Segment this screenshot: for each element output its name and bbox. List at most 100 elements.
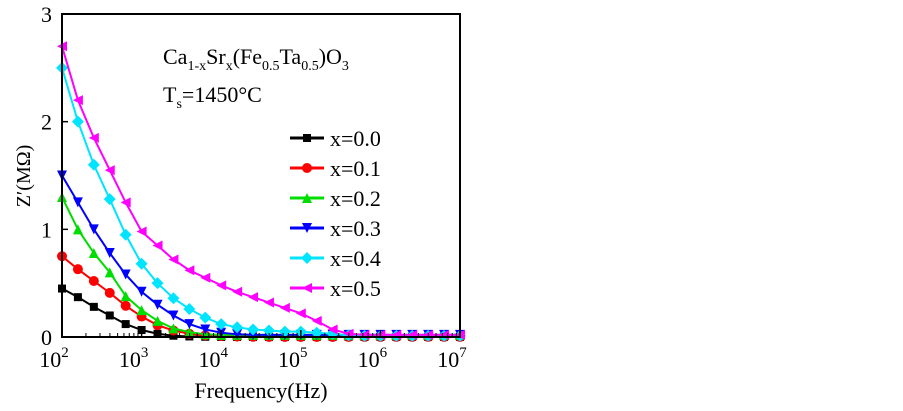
legend-item: x=0.2 [290,186,381,211]
data-point [184,265,195,276]
data-point [199,311,212,324]
data-point [120,300,131,311]
y-tick-label: 1 [41,217,52,242]
data-point [216,280,227,291]
data-point [72,197,83,208]
legend-marker [302,163,312,173]
x-tick-label: 102 [39,345,69,372]
data-point [278,325,291,338]
legend-label: x=0.1 [330,156,381,181]
x-tick-label: 103 [119,345,149,372]
data-point [215,318,228,331]
legend-item: x=0.0 [290,126,381,151]
data-point [151,277,164,290]
series-line [61,196,460,336]
series-x=0.3 [57,170,465,340]
plot-frame [61,13,461,338]
series-line [61,174,460,336]
y-tick-label: 3 [41,2,52,27]
legend-item: x=0.3 [290,216,381,241]
data-point [232,329,243,340]
data-point [104,267,115,278]
data-point [120,269,131,280]
data-point [88,276,99,287]
data-point [152,240,163,251]
data-point [263,297,274,308]
formula-annotation: Ca1-xSrx(Fe0.5Ta0.5)O3 [163,44,349,74]
legend-marker [303,134,311,142]
legend-marker [302,223,312,233]
data-point [295,308,306,319]
data-point [103,193,116,206]
data-point [120,197,131,208]
data-point [152,315,163,326]
y-axis-label: Z′(MΩ) [13,145,35,208]
data-point [169,331,178,340]
data-point [168,310,179,321]
data-point [168,254,179,265]
data-point [72,224,83,235]
data-point [136,305,147,316]
data-point [231,321,244,334]
data-point [232,286,243,297]
data-point [262,324,275,337]
data-point [200,272,211,283]
y-tick-label: 0 [41,325,52,350]
x-tick-label: 104 [198,345,228,372]
data-point [167,292,180,305]
series-line [61,67,460,337]
data-point [104,165,115,176]
legend-marker [302,283,312,293]
temperature-annotation: Ts=1450°C [163,82,262,112]
legend-label: x=0.2 [330,186,381,211]
legend-label: x=0.0 [330,126,381,151]
data-point [184,327,195,338]
data-point [105,311,114,320]
x-tick-label: 106 [358,345,388,372]
x-tick-label: 107 [437,345,467,372]
data-point [104,287,115,298]
data-point [88,248,99,259]
data-point [248,292,259,303]
legend-label: x=0.5 [330,276,381,301]
data-point [136,226,147,237]
data-point [168,323,179,334]
data-point [72,95,83,106]
legend-item: x=0.5 [290,276,381,301]
data-point [88,132,99,143]
data-point [104,248,115,259]
legend-label: x=0.3 [330,216,381,241]
legend-label: x=0.4 [330,246,381,271]
legend-item: x=0.1 [290,156,381,181]
data-point [89,302,98,311]
data-point [311,315,322,326]
data-point [247,323,260,336]
x-axis-label: Frequency(Hz) [194,378,327,403]
data-point [135,257,148,270]
data-point [200,324,211,335]
legend: x=0.0 x=0.1 x=0.2 x=0.3 x=0.4 x=0.5 [290,126,381,301]
data-point [327,324,338,335]
data-point [87,158,100,171]
data-point [136,286,147,297]
legend-marker [302,193,312,203]
data-point [183,303,196,316]
data-point [184,319,195,330]
data-point [153,329,162,338]
data-point [152,299,163,310]
data-point [71,115,84,128]
data-point [279,302,290,313]
x-tick-label: 105 [278,345,308,372]
data-point [73,293,82,302]
data-point [88,224,99,235]
y-tick-label: 2 [41,110,52,135]
series-x=0.0 [58,284,464,341]
data-point [310,326,323,339]
data-point [119,228,132,241]
data-point [72,264,83,275]
data-point [121,320,130,329]
data-point [120,291,131,302]
legend-marker [301,252,313,264]
legend-item: x=0.4 [290,246,381,271]
